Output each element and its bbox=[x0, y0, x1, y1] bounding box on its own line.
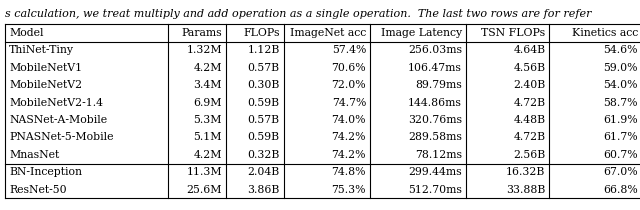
Text: 5.1M: 5.1M bbox=[193, 133, 222, 142]
Text: s calculation, we treat multiply and add operation as a single operation.  The l: s calculation, we treat multiply and add… bbox=[5, 9, 591, 20]
Text: 74.2%: 74.2% bbox=[332, 133, 366, 142]
Text: ResNet-50: ResNet-50 bbox=[9, 185, 67, 195]
Text: MobileNetV2: MobileNetV2 bbox=[9, 80, 82, 90]
Text: 2.04B: 2.04B bbox=[248, 167, 280, 177]
Text: 78.12ms: 78.12ms bbox=[415, 150, 462, 160]
Text: 58.7%: 58.7% bbox=[604, 98, 638, 108]
Text: 3.4M: 3.4M bbox=[193, 80, 222, 90]
Text: NASNet-A-Mobile: NASNet-A-Mobile bbox=[9, 115, 107, 125]
Text: Params: Params bbox=[182, 28, 222, 38]
Text: FLOPs: FLOPs bbox=[243, 28, 280, 38]
Text: 16.32B: 16.32B bbox=[506, 167, 545, 177]
Text: PNASNet-5-Mobile: PNASNet-5-Mobile bbox=[9, 133, 113, 142]
Text: 0.32B: 0.32B bbox=[248, 150, 280, 160]
Text: Image Latency: Image Latency bbox=[381, 28, 462, 38]
Text: 61.9%: 61.9% bbox=[604, 115, 638, 125]
Text: 4.64B: 4.64B bbox=[513, 45, 545, 55]
Text: Kinetics acc: Kinetics acc bbox=[572, 28, 638, 38]
Text: 1.12B: 1.12B bbox=[248, 45, 280, 55]
Text: 59.0%: 59.0% bbox=[604, 63, 638, 73]
Text: MobileNetV1: MobileNetV1 bbox=[9, 63, 82, 73]
Text: 0.57B: 0.57B bbox=[248, 63, 280, 73]
Text: 4.72B: 4.72B bbox=[513, 98, 545, 108]
Text: 0.59B: 0.59B bbox=[248, 98, 280, 108]
Text: 1.32M: 1.32M bbox=[186, 45, 222, 55]
Text: 299.44ms: 299.44ms bbox=[408, 167, 462, 177]
Text: 4.72B: 4.72B bbox=[513, 133, 545, 142]
Text: 74.7%: 74.7% bbox=[332, 98, 366, 108]
Text: 54.0%: 54.0% bbox=[604, 80, 638, 90]
Text: 74.8%: 74.8% bbox=[332, 167, 366, 177]
Text: 2.56B: 2.56B bbox=[513, 150, 545, 160]
Text: BN-Inception: BN-Inception bbox=[9, 167, 82, 177]
Text: ImageNet acc: ImageNet acc bbox=[290, 28, 366, 38]
Text: 54.6%: 54.6% bbox=[604, 45, 638, 55]
Text: 4.56B: 4.56B bbox=[513, 63, 545, 73]
Text: 106.47ms: 106.47ms bbox=[408, 63, 462, 73]
Text: 256.03ms: 256.03ms bbox=[408, 45, 462, 55]
Text: TSN FLOPs: TSN FLOPs bbox=[481, 28, 545, 38]
Text: 25.6M: 25.6M bbox=[187, 185, 222, 195]
Text: 2.40B: 2.40B bbox=[513, 80, 545, 90]
Text: 72.0%: 72.0% bbox=[332, 80, 366, 90]
Text: 0.30B: 0.30B bbox=[248, 80, 280, 90]
Text: 5.3M: 5.3M bbox=[193, 115, 222, 125]
Text: 74.2%: 74.2% bbox=[332, 150, 366, 160]
Text: 61.7%: 61.7% bbox=[604, 133, 638, 142]
Text: 57.4%: 57.4% bbox=[332, 45, 366, 55]
Text: 33.88B: 33.88B bbox=[506, 185, 545, 195]
Text: 512.70ms: 512.70ms bbox=[408, 185, 462, 195]
Text: 0.57B: 0.57B bbox=[248, 115, 280, 125]
Text: MnasNet: MnasNet bbox=[9, 150, 60, 160]
Text: 0.59B: 0.59B bbox=[248, 133, 280, 142]
Text: ThiNet-Tiny: ThiNet-Tiny bbox=[9, 45, 74, 55]
Text: 6.9M: 6.9M bbox=[193, 98, 222, 108]
Text: 320.76ms: 320.76ms bbox=[408, 115, 462, 125]
Text: 289.58ms: 289.58ms bbox=[408, 133, 462, 142]
Text: 67.0%: 67.0% bbox=[604, 167, 638, 177]
Text: 89.79ms: 89.79ms bbox=[415, 80, 462, 90]
Text: 70.6%: 70.6% bbox=[332, 63, 366, 73]
Text: 4.48B: 4.48B bbox=[513, 115, 545, 125]
Text: 60.7%: 60.7% bbox=[604, 150, 638, 160]
Text: MobileNetV2-1.4: MobileNetV2-1.4 bbox=[9, 98, 103, 108]
Text: 4.2M: 4.2M bbox=[193, 63, 222, 73]
Text: 3.86B: 3.86B bbox=[248, 185, 280, 195]
Text: 11.3M: 11.3M bbox=[186, 167, 222, 177]
Text: Model: Model bbox=[9, 28, 44, 38]
Text: 66.8%: 66.8% bbox=[604, 185, 638, 195]
Text: 4.2M: 4.2M bbox=[193, 150, 222, 160]
Text: 75.3%: 75.3% bbox=[332, 185, 366, 195]
Text: 144.86ms: 144.86ms bbox=[408, 98, 462, 108]
Text: 74.0%: 74.0% bbox=[332, 115, 366, 125]
